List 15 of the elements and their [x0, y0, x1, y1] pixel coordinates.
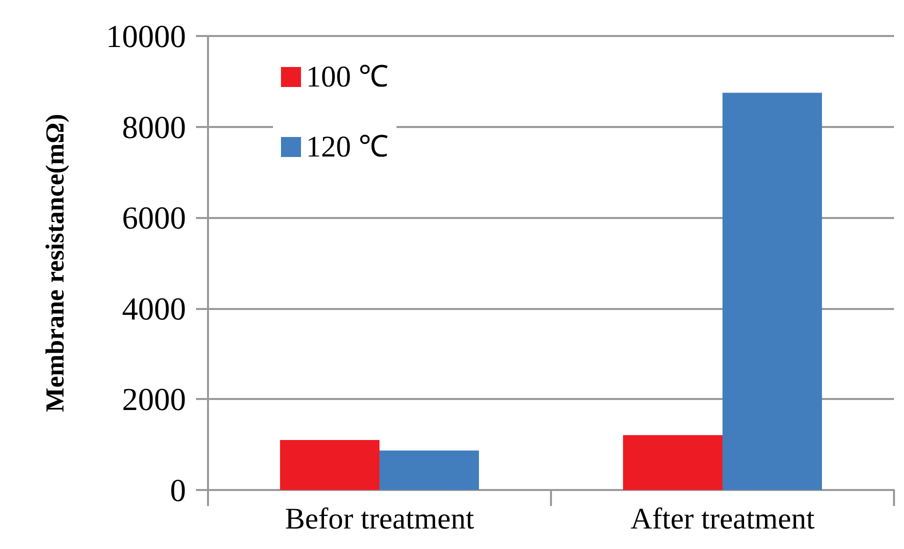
y-tick-label: 8000 — [122, 108, 186, 145]
x-tick-label: After treatment — [630, 502, 816, 536]
bar — [722, 92, 822, 490]
bar — [380, 450, 479, 490]
y-tick-label: 10000 — [106, 18, 186, 54]
legend-label: 100 ℃ — [306, 60, 388, 94]
y-tick-label: 2000 — [122, 381, 186, 418]
y-axis-title: Membrane resistance(mΩ) — [40, 114, 70, 412]
legend-label: 120 ℃ — [306, 130, 388, 164]
bar — [623, 435, 722, 490]
bar — [280, 440, 380, 490]
x-tick-label: Befor treatment — [284, 502, 475, 536]
y-tick-label: 6000 — [122, 200, 186, 236]
y-tick-label: 4000 — [122, 290, 186, 326]
y-tick-label: 0 — [170, 472, 186, 508]
